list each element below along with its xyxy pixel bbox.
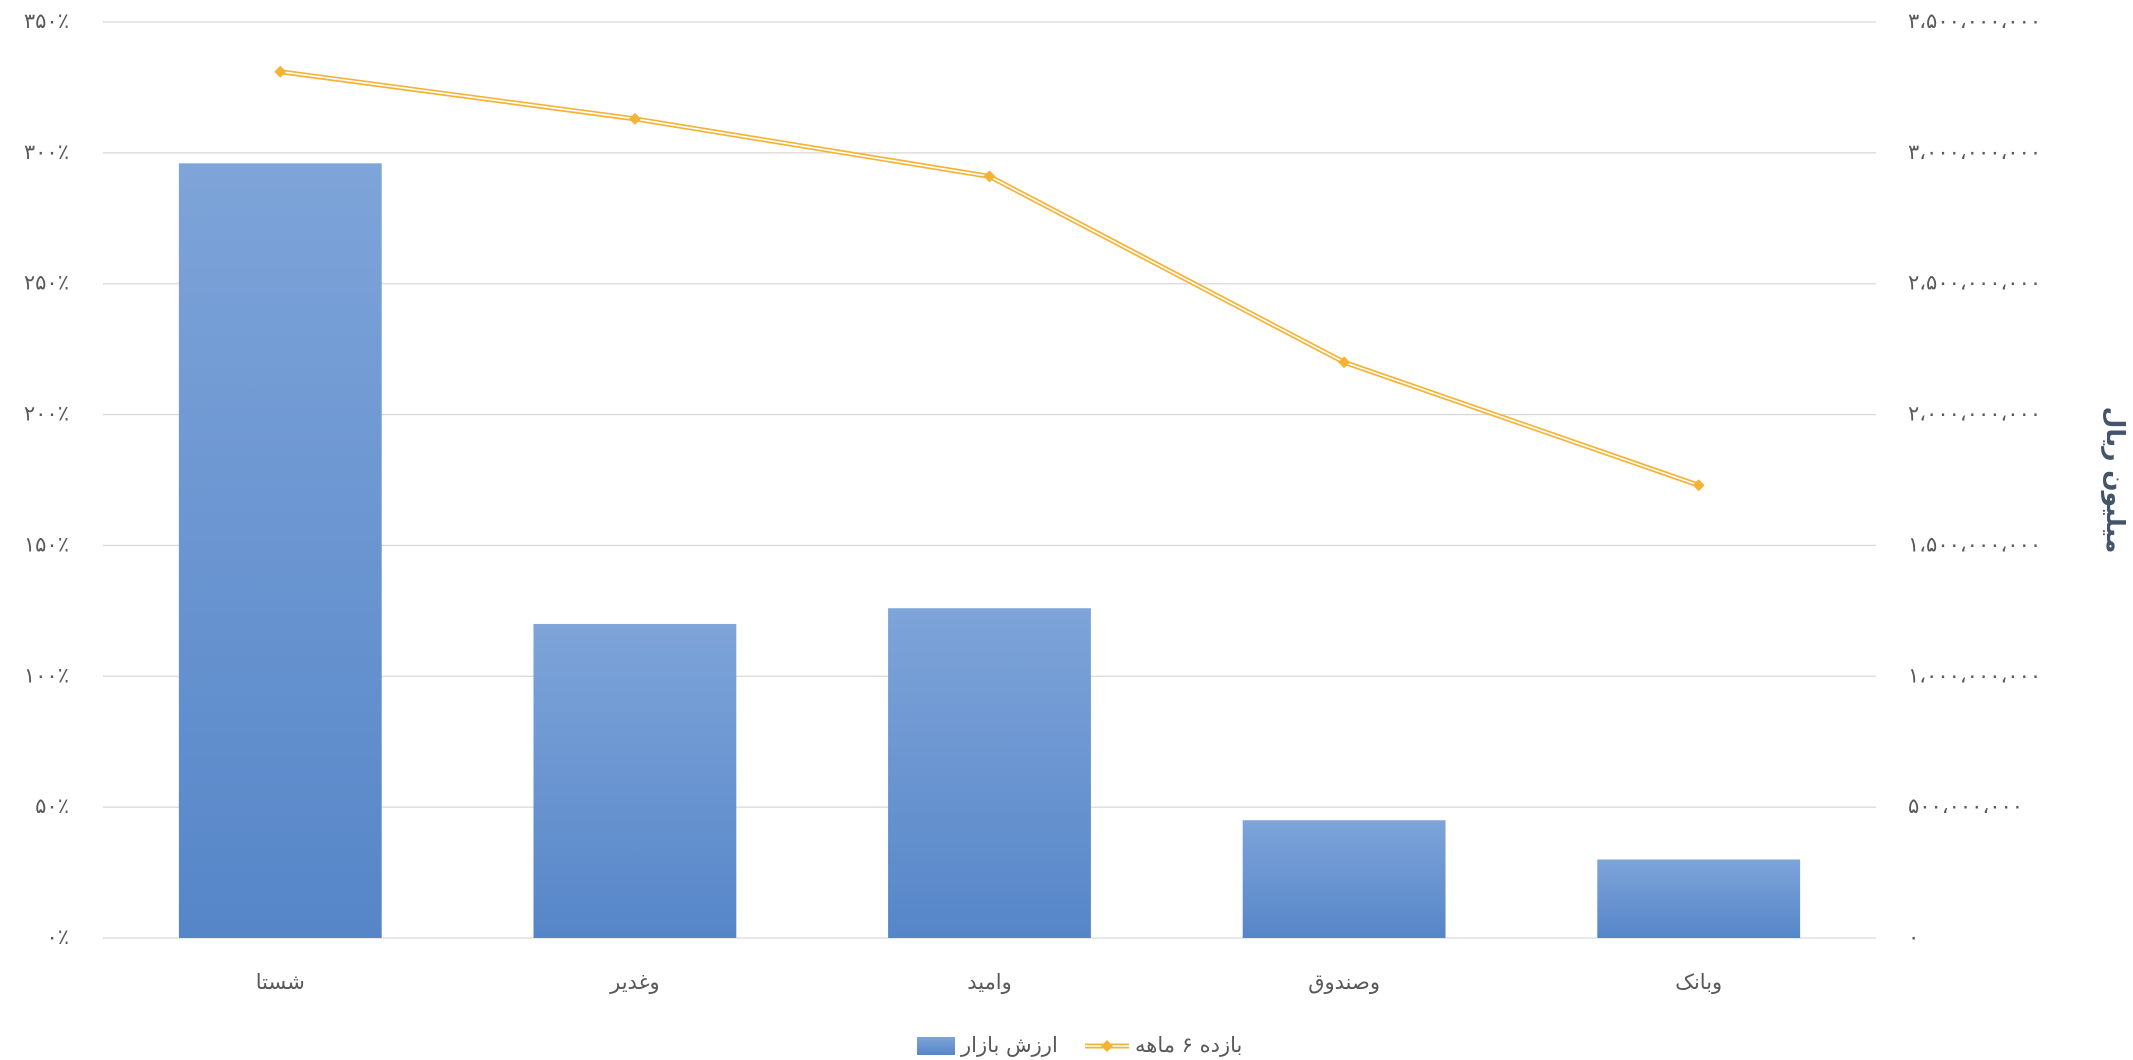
bar: [1597, 859, 1801, 938]
line-marker: [1692, 479, 1705, 492]
bar: [888, 608, 1091, 938]
bar: [533, 623, 737, 938]
line-highlight: [280, 70, 1699, 486]
y2-tick-label: ۳،۰۰۰،۰۰۰،۰۰۰: [1908, 140, 2041, 164]
x-tick-label: وصندوق: [1308, 970, 1380, 994]
y2-tick-label: ۲،۰۰۰،۰۰۰،۰۰۰: [1908, 402, 2041, 426]
y2-tick-label: ۳،۵۰۰،۰۰۰،۰۰۰: [1908, 9, 2041, 33]
bar: [178, 163, 382, 939]
y2-tick-label: ۰: [1908, 925, 1919, 949]
y-tick-label: ۳۰۰٪: [24, 140, 69, 164]
y2-tick-label: ۲،۵۰۰،۰۰۰،۰۰۰: [1908, 271, 2041, 295]
y2-tick-label: ۵۰۰،۰۰۰،۰۰۰: [1908, 794, 2023, 818]
y-tick-label: ۱۵۰٪: [24, 532, 69, 556]
legend-label: ارزش بازار: [960, 1033, 1058, 1057]
line-marker: [1338, 356, 1351, 369]
x-tick-label: وغدیر: [609, 970, 660, 994]
bar: [1242, 820, 1446, 938]
y2-axis-title: میلیون ریال: [2100, 407, 2130, 554]
line-marker: [983, 170, 996, 183]
y-tick-label: ۲۵۰٪: [24, 271, 69, 295]
x-tick-label: وامید: [967, 970, 1012, 994]
y2-tick-label: ۱،۰۰۰،۰۰۰،۰۰۰: [1908, 663, 2041, 687]
x-tick-label: شستا: [256, 970, 305, 994]
legend-swatch: [917, 1037, 955, 1055]
line-series: [279, 69, 1700, 488]
y-tick-label: ۵۰٪: [35, 794, 69, 818]
line-marker: [274, 65, 287, 78]
line-marker: [628, 112, 641, 125]
y-tick-label: ۳۵۰٪: [24, 9, 69, 33]
legend-marker: [1101, 1040, 1113, 1052]
y-tick-label: ۲۰۰٪: [24, 402, 69, 426]
legend-label: بازده ۶ ماهه: [1135, 1033, 1242, 1057]
y-tick-label: ۱۰۰٪: [24, 663, 69, 687]
y2-tick-label: ۱،۵۰۰،۰۰۰،۰۰۰: [1908, 532, 2041, 556]
y-tick-label: ۰٪: [46, 925, 69, 949]
x-tick-label: وبانک: [1675, 970, 1722, 994]
